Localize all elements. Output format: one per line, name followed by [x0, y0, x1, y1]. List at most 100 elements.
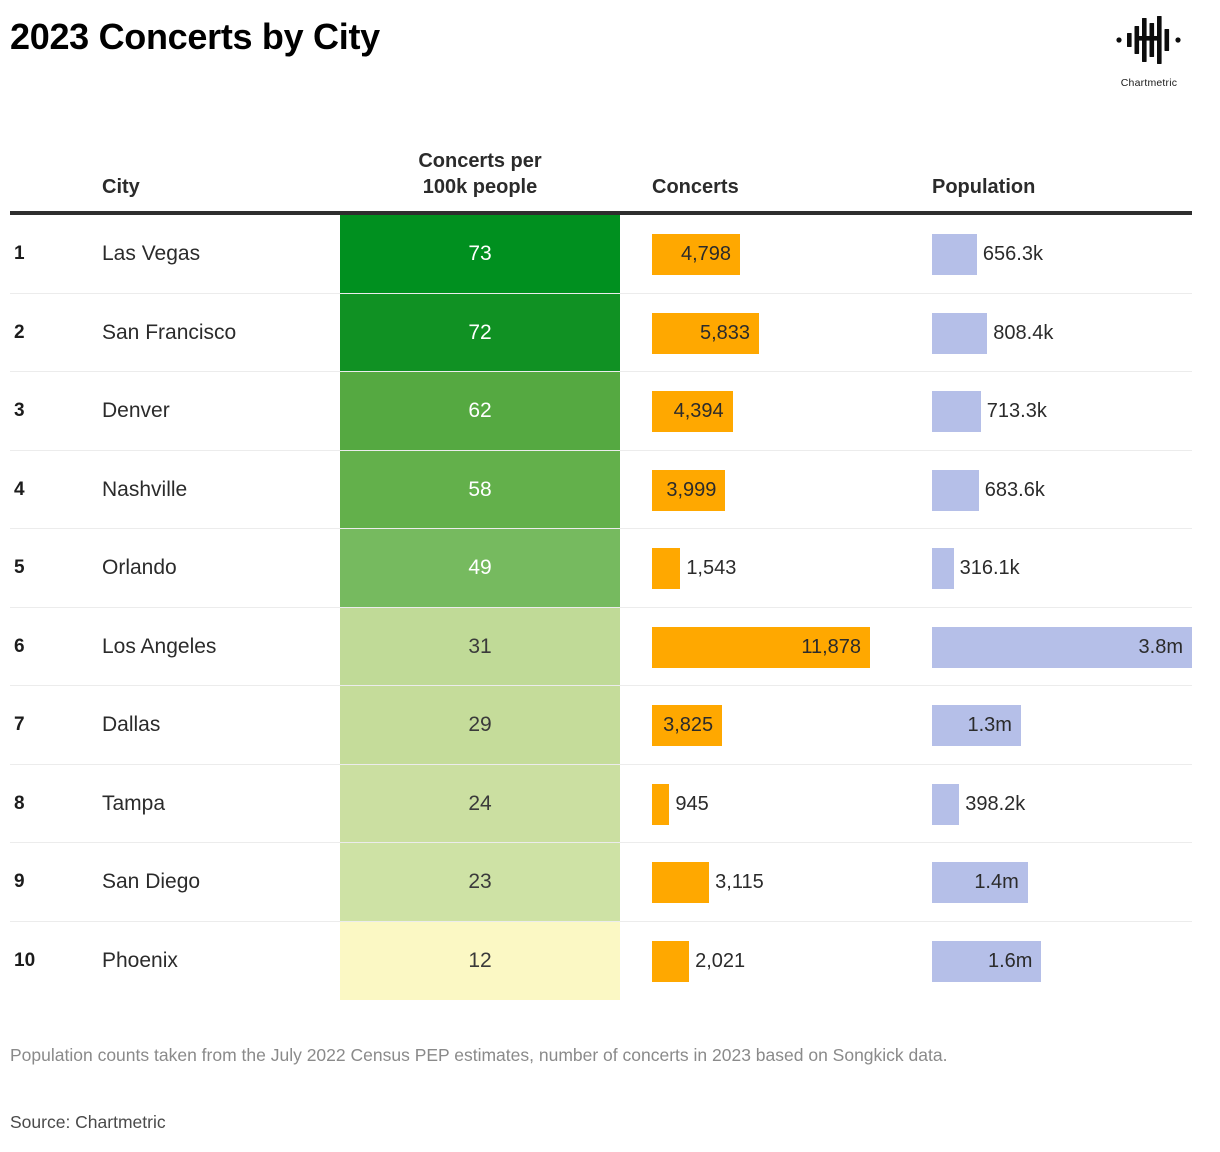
rank-cell: 2: [14, 321, 25, 343]
concerts-cell: 3,999: [652, 451, 932, 530]
population-bar: [932, 548, 954, 589]
population-bar: [932, 234, 977, 275]
rank-cell: 5: [14, 557, 25, 579]
row-divider-right: [620, 685, 1192, 686]
concerts-cell: 4,798: [652, 215, 932, 294]
concerts-bar: 3,825: [652, 705, 723, 746]
population-bar: [932, 469, 979, 511]
concerts-bar: 11,878: [652, 626, 870, 668]
table-row: 1 Las Vegas 73 4,798 656.3k: [0, 215, 1220, 294]
column-header-concerts: Concerts: [652, 176, 739, 198]
rank-cell: 8: [14, 792, 25, 814]
rank-cell: 6: [14, 635, 25, 657]
population-cell: 808.4k: [932, 294, 1212, 373]
table-header: City Concerts per 100k people Concerts P…: [0, 140, 1220, 210]
page-title: 2023 Concerts by City: [10, 16, 380, 57]
column-header-population: Population: [932, 176, 1036, 198]
concerts-per-100k-cell: 12: [340, 921, 620, 1000]
row-divider-right: [620, 528, 1192, 529]
population-value: 1.3m: [967, 714, 1012, 736]
population-cell: 1.6m: [932, 922, 1212, 1001]
table-row: 6 Los Angeles 31 11,878 3.8m: [0, 607, 1220, 687]
concerts-value: 3,825: [663, 714, 714, 736]
concerts-value: 11,878: [801, 635, 861, 658]
population-cell: 398.2k: [932, 765, 1212, 844]
population-value: 808.4k: [993, 321, 1054, 344]
table-row: 8 Tampa 24 945 398.2k: [0, 764, 1220, 844]
table-row: 3 Denver 62 4,394 713.3k: [0, 372, 1220, 451]
city-cell: Denver: [102, 399, 170, 423]
row-divider-right: [620, 292, 1192, 294]
concerts-cell: 2,021: [652, 922, 932, 1001]
concerts-bar: [652, 940, 690, 982]
concerts-per-100k-cell: 29: [340, 686, 620, 765]
city-cell: Las Vegas: [102, 242, 201, 266]
column-header-per-100k-line2: 100k people: [422, 176, 538, 198]
waveform-icon: [1094, 14, 1204, 71]
population-value: 3.8m: [1138, 635, 1183, 658]
concerts-bar: [652, 862, 710, 903]
concerts-cell: 11,878: [652, 608, 932, 687]
concerts-cell: 3,115: [652, 843, 932, 922]
city-cell: Dallas: [102, 713, 161, 737]
rank-cell: 3: [14, 400, 25, 422]
rank-cell: 9: [14, 871, 25, 893]
row-divider: [10, 763, 620, 765]
concerts-cell: 5,833: [652, 294, 932, 373]
logo-wordmark: Chartmetric: [1120, 77, 1178, 89]
row-divider: [10, 292, 620, 294]
column-header-per-100k: Concerts per 100k people: [340, 148, 620, 200]
table-body: 1 Las Vegas 73 4,798 656.3k 2 San Francisco 72 5…: [0, 215, 1220, 1000]
population-bar: 1.6m: [932, 940, 1042, 982]
city-cell: San Francisco: [102, 320, 237, 344]
population-bar: 1.3m: [932, 705, 1021, 746]
table-row: 5 Orlando 49 1,543 316.1k: [0, 529, 1220, 608]
row-divider-right: [620, 606, 1192, 608]
concerts-per-100k-cell: 49: [340, 529, 620, 608]
row-divider: [10, 449, 620, 451]
concerts-per-100k-cell: 72: [340, 293, 620, 372]
source-line: Source: Chartmetric: [10, 1112, 166, 1132]
table-row: 4 Nashville 58 3,999 683.6k: [0, 450, 1220, 530]
table-row: 2 San Francisco 72 5,833 808.4k: [0, 293, 1220, 373]
population-bar: [932, 783, 960, 825]
concerts-bar: 4,798: [652, 234, 741, 275]
population-bar: 1.4m: [932, 862, 1028, 903]
footnote: Population counts taken from the July 20…: [10, 1045, 948, 1065]
row-divider: [10, 685, 620, 686]
population-cell: 316.1k: [932, 529, 1212, 608]
city-cell: Tampa: [102, 791, 166, 815]
concerts-bar: 4,394: [652, 391, 733, 432]
row-divider: [10, 371, 620, 372]
concerts-per-100k-cell: 73: [340, 215, 620, 294]
concerts-cell: 945: [652, 765, 932, 844]
row-divider: [10, 920, 620, 922]
concerts-bar: 3,999: [652, 469, 726, 511]
concerts-value: 3,999: [666, 478, 717, 501]
concerts-value: 4,394: [673, 400, 724, 422]
population-value: 316.1k: [959, 557, 1020, 579]
row-divider: [10, 842, 620, 843]
concerts-cell: 1,543: [652, 529, 932, 608]
row-divider-right: [620, 763, 1192, 765]
concerts-bar: [652, 548, 681, 589]
concerts-bar: [652, 783, 670, 825]
city-cell: Nashville: [102, 477, 188, 501]
brand-logo: Chartmetric: [1094, 14, 1204, 89]
population-cell: 3.8m: [932, 608, 1212, 687]
concerts-value: 2,021: [695, 949, 746, 972]
population-value: 683.6k: [984, 478, 1045, 501]
table-row: 10 Phoenix 12 2,021 1.6m: [0, 921, 1220, 1001]
concerts-per-100k-cell: 58: [340, 450, 620, 529]
population-bar: 3.8m: [932, 626, 1192, 668]
rank-cell: 4: [14, 478, 25, 500]
concerts-bar: 5,833: [652, 312, 760, 354]
rank-cell: 1: [14, 243, 25, 265]
concerts-per-100k-cell: 31: [340, 607, 620, 686]
row-divider-right: [620, 371, 1192, 372]
row-divider-right: [620, 920, 1192, 922]
rank-cell: 10: [14, 949, 36, 971]
population-cell: 713.3k: [932, 372, 1212, 451]
concerts-cell: 4,394: [652, 372, 932, 451]
